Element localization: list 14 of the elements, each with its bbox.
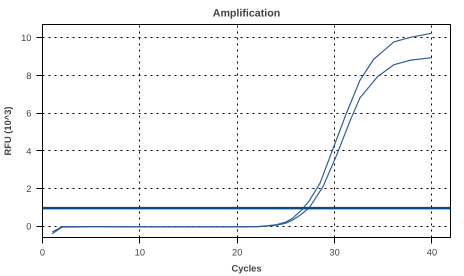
y-tick-label: 4 bbox=[26, 146, 32, 156]
y-axis-title: RFU (10^3) bbox=[3, 106, 14, 156]
chart-title: Amplification bbox=[212, 8, 280, 20]
x-tick-label: 40 bbox=[426, 248, 438, 258]
y-tick-label: 10 bbox=[21, 33, 32, 44]
x-tick-label: 20 bbox=[232, 248, 242, 258]
y-tick-label: 0 bbox=[26, 222, 32, 232]
y-tick-label: 8 bbox=[26, 70, 32, 81]
x-tick-label: 30 bbox=[329, 248, 340, 258]
x-tick-label: 0 bbox=[40, 248, 46, 258]
x-axis-title: Cycles bbox=[231, 264, 262, 274]
x-tick-label: 10 bbox=[134, 248, 146, 258]
y-tick-label: 2 bbox=[26, 184, 32, 194]
y-tick-label: 6 bbox=[26, 108, 32, 119]
